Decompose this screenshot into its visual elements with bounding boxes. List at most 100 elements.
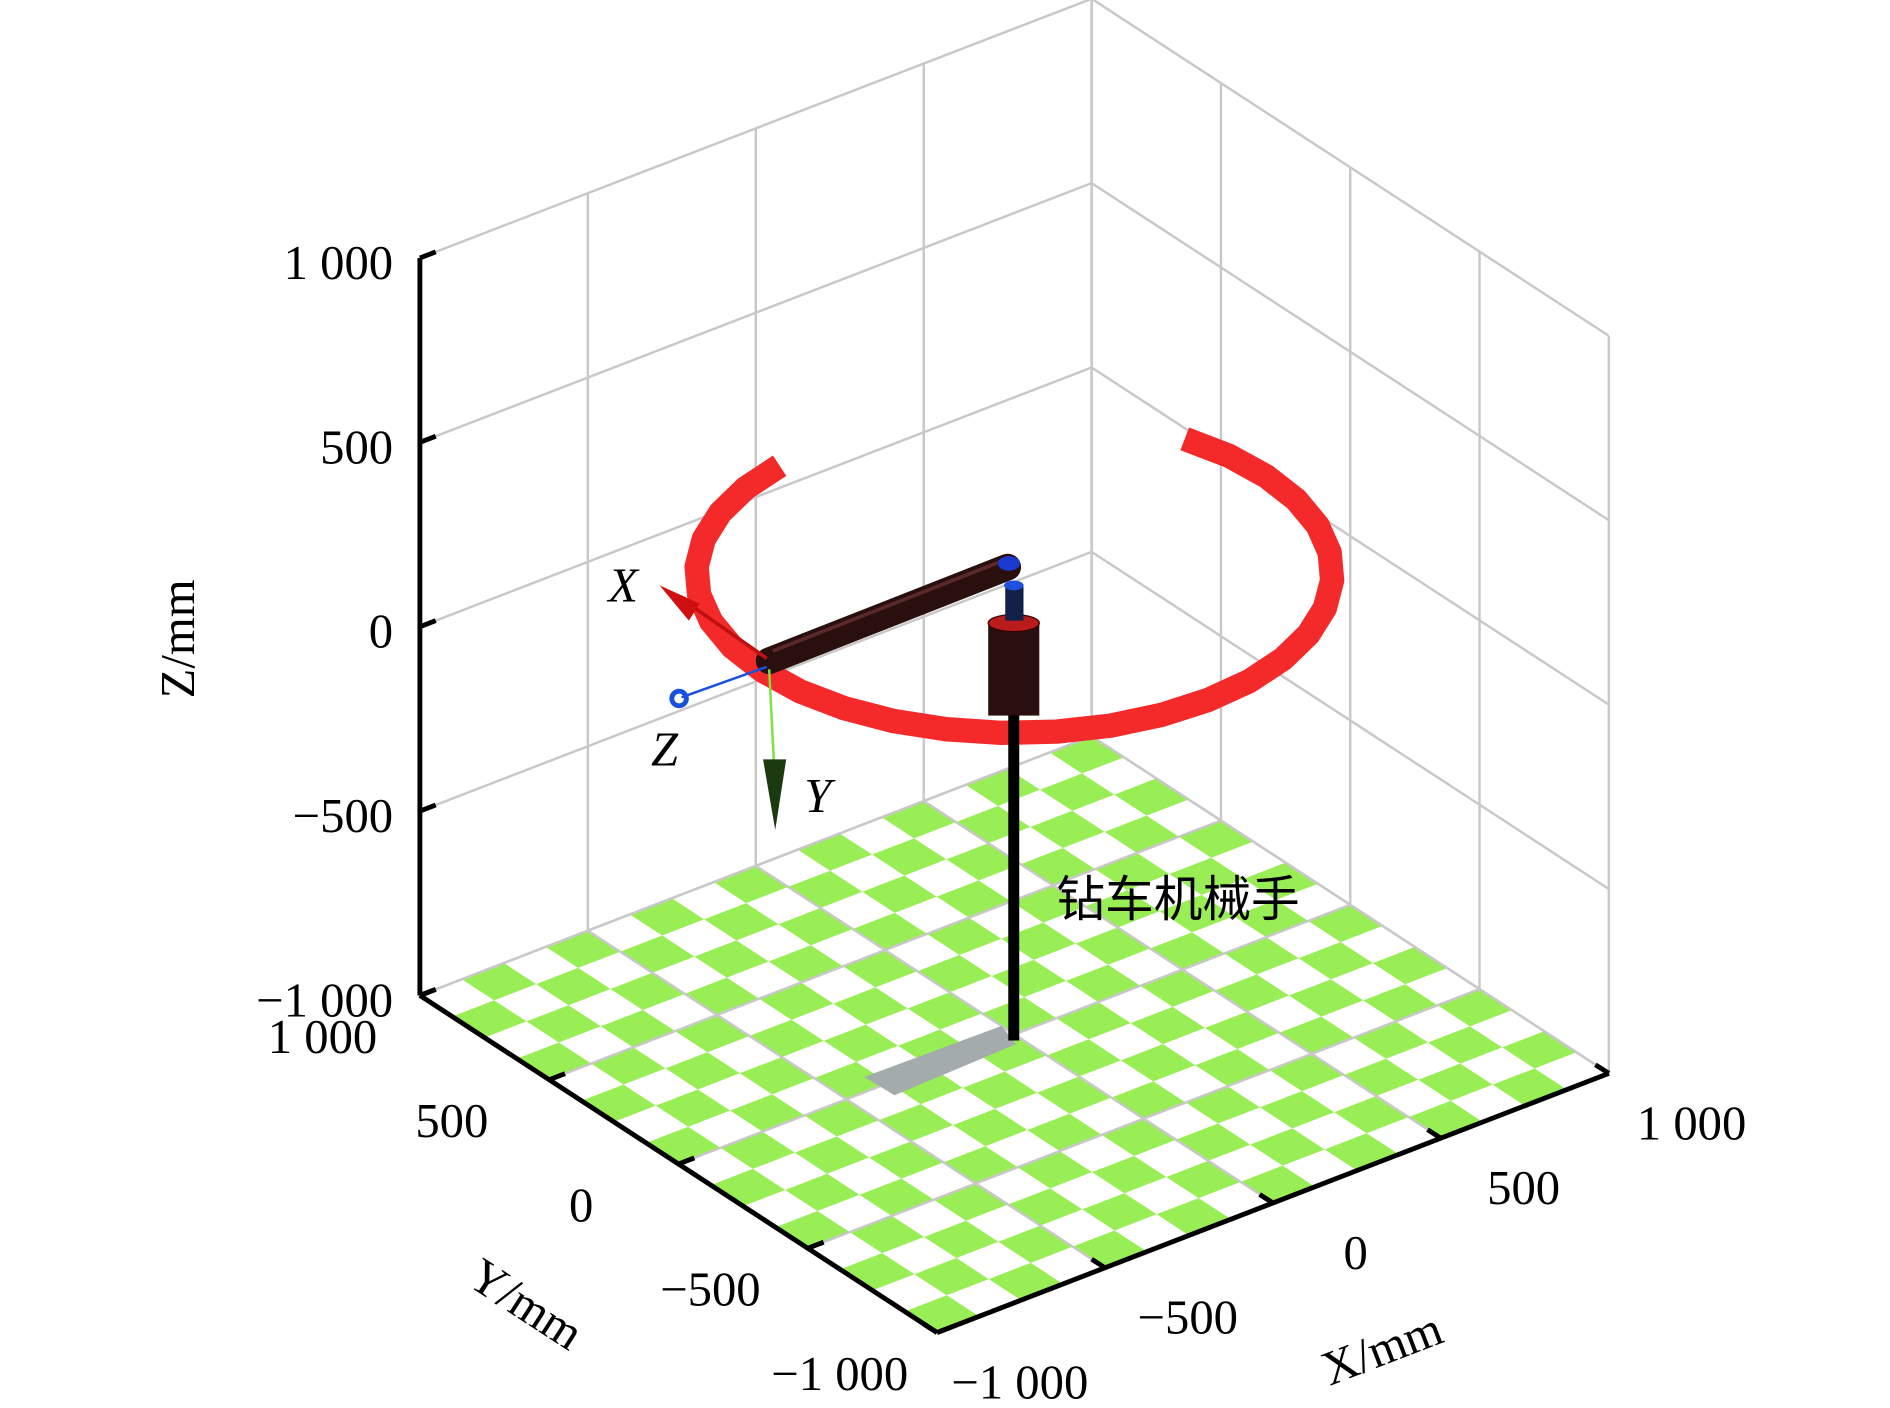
floor-tile — [862, 875, 937, 913]
z-tick-label: −1 000 — [256, 973, 393, 1027]
floor-tile — [452, 1000, 527, 1038]
floor-tile — [1178, 820, 1254, 858]
floor-tile — [759, 982, 834, 1020]
floor-tile — [1427, 1026, 1503, 1064]
grid-line — [419, 550, 1093, 813]
floor-tile — [1140, 969, 1215, 1007]
frame-y-arrow — [763, 759, 787, 830]
floor-tile — [629, 898, 705, 936]
floor-tile — [1030, 810, 1105, 849]
floor-tile — [1492, 1068, 1567, 1106]
floor-tile — [1288, 979, 1364, 1017]
floor-tile — [1353, 1021, 1428, 1059]
floor-tile — [1159, 895, 1234, 933]
y-tick — [548, 1071, 566, 1083]
floor-tile — [778, 907, 853, 946]
floor-tile — [788, 870, 863, 908]
floor-tile — [1156, 1198, 1231, 1236]
floor-tile — [694, 940, 769, 978]
floor-tile — [730, 1094, 805, 1132]
floor-tile — [526, 1005, 601, 1043]
x-tick-label: 0 — [1344, 1226, 1368, 1280]
frame-z-label: Z — [651, 723, 679, 777]
floor-tile — [1027, 1113, 1102, 1152]
y-tick-label: −1 000 — [771, 1347, 908, 1401]
floor-tile — [768, 945, 844, 983]
floor-tile — [675, 1014, 750, 1053]
y-tick — [806, 1239, 825, 1251]
floor-tile — [840, 1253, 915, 1291]
floor-tile — [665, 1052, 740, 1090]
floor-tile — [704, 903, 779, 941]
floor-tile — [775, 1211, 850, 1249]
z-tick-label: 1 000 — [284, 236, 393, 290]
floor-tile — [1104, 815, 1179, 853]
z-tick — [419, 618, 437, 629]
z-tick — [419, 249, 437, 261]
floor-tile — [998, 1225, 1073, 1263]
floor-tile — [1408, 1100, 1483, 1139]
floor-tile — [1343, 1058, 1419, 1097]
floor-tile — [1250, 1128, 1325, 1166]
floor-tile — [749, 1019, 824, 1058]
floor-tile — [1240, 1165, 1315, 1203]
floor-tile — [591, 1047, 666, 1085]
x-tick-label: 500 — [1487, 1161, 1560, 1215]
floor-tile — [859, 1178, 934, 1216]
floor-tile — [600, 1010, 676, 1048]
floor-tile — [1259, 1091, 1335, 1129]
grid-line — [807, 987, 1480, 1250]
frame-x-label: X — [606, 558, 640, 612]
floor-tile — [710, 1168, 786, 1207]
grid-line — [419, 0, 1092, 260]
grid-line — [1090, 735, 1610, 1075]
floor-tile — [869, 1141, 944, 1179]
floor-tile — [991, 959, 1067, 998]
floor-tile — [461, 963, 537, 1001]
floor-tile — [1039, 773, 1115, 811]
floor-tile — [1502, 1031, 1577, 1069]
floor-tile — [804, 1099, 879, 1137]
floor-tile — [849, 1215, 925, 1254]
grid-line — [548, 819, 1222, 1081]
floor-tile — [1001, 922, 1076, 960]
x-axis-title: X/mm — [1314, 1301, 1450, 1396]
floor-tile — [1269, 1053, 1344, 1092]
floor-tile — [1169, 857, 1244, 896]
floor-tile — [1324, 1133, 1399, 1171]
grid-line — [419, 366, 1093, 628]
floor-tile — [924, 1220, 999, 1259]
floor-tile — [1437, 989, 1512, 1027]
floor-tile — [917, 954, 992, 993]
joint-cap — [1004, 580, 1024, 591]
floor-tile — [933, 1183, 1009, 1221]
floor-tile — [1334, 1096, 1409, 1134]
floor-tile — [785, 1173, 860, 1212]
floor-tile — [936, 880, 1012, 918]
floor-tile — [1072, 1230, 1148, 1268]
y-tick — [419, 987, 437, 998]
floor-tile — [1130, 1006, 1205, 1045]
floor-tile — [1149, 932, 1225, 970]
grid-line — [1090, 550, 1610, 890]
floor-tile — [1166, 1160, 1241, 1199]
y-tick — [677, 1155, 696, 1167]
floor-tile — [1046, 1039, 1121, 1077]
grid-line — [419, 735, 1093, 997]
grid-line — [1090, 182, 1610, 522]
floor-tile — [1075, 927, 1150, 965]
floor-tile — [1037, 1076, 1112, 1114]
floor-tile — [1185, 1086, 1260, 1124]
floor-tile — [953, 1108, 1028, 1147]
floor-tile — [904, 1295, 980, 1333]
x-tick — [922, 1321, 939, 1335]
floor-tile — [1418, 1063, 1493, 1101]
floor-tile — [1114, 778, 1189, 816]
arm-highlight — [772, 558, 1006, 653]
floor-tile — [878, 1104, 954, 1142]
floor-tile — [646, 1126, 721, 1165]
floor-tile — [1008, 1188, 1083, 1226]
grid-line — [1091, 0, 1610, 337]
floor-tile — [1101, 1118, 1176, 1156]
